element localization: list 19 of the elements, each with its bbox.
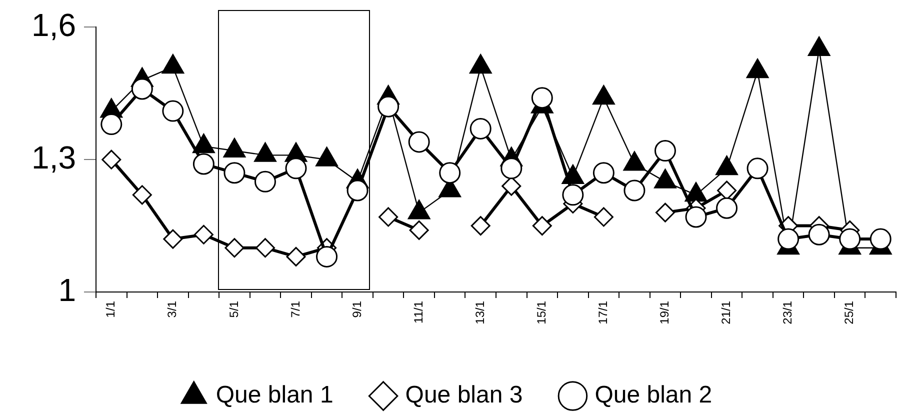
x-tick-label: 17/1 xyxy=(596,300,610,324)
legend-label: Que blan 1 xyxy=(216,382,334,409)
x-tick-label: 5/1 xyxy=(226,300,241,318)
x-tick-label: 25/1 xyxy=(842,300,856,324)
x-tick-label: 3/1 xyxy=(165,300,180,318)
x-tick-label: 21/1 xyxy=(719,300,734,324)
x-tick-label: 9/1 xyxy=(350,300,364,318)
x-tick-label: 7/1 xyxy=(288,300,302,318)
y-tick-label: 1,3 xyxy=(32,139,76,176)
x-tick-label: 23/1 xyxy=(780,300,795,324)
x-tick-label: 13/1 xyxy=(472,300,487,324)
y-tick-label: 1,6 xyxy=(32,7,76,44)
legend-label: Que blan 3 xyxy=(405,382,523,409)
x-tick-label: 15/1 xyxy=(534,300,548,324)
legend-label: Que blan 2 xyxy=(594,382,712,409)
x-tick-label: 19/1 xyxy=(658,300,672,324)
x-tick-label: 11/1 xyxy=(411,300,426,324)
x-tick-label: 1/1 xyxy=(104,300,118,318)
y-tick-label: 1 xyxy=(58,272,76,308)
